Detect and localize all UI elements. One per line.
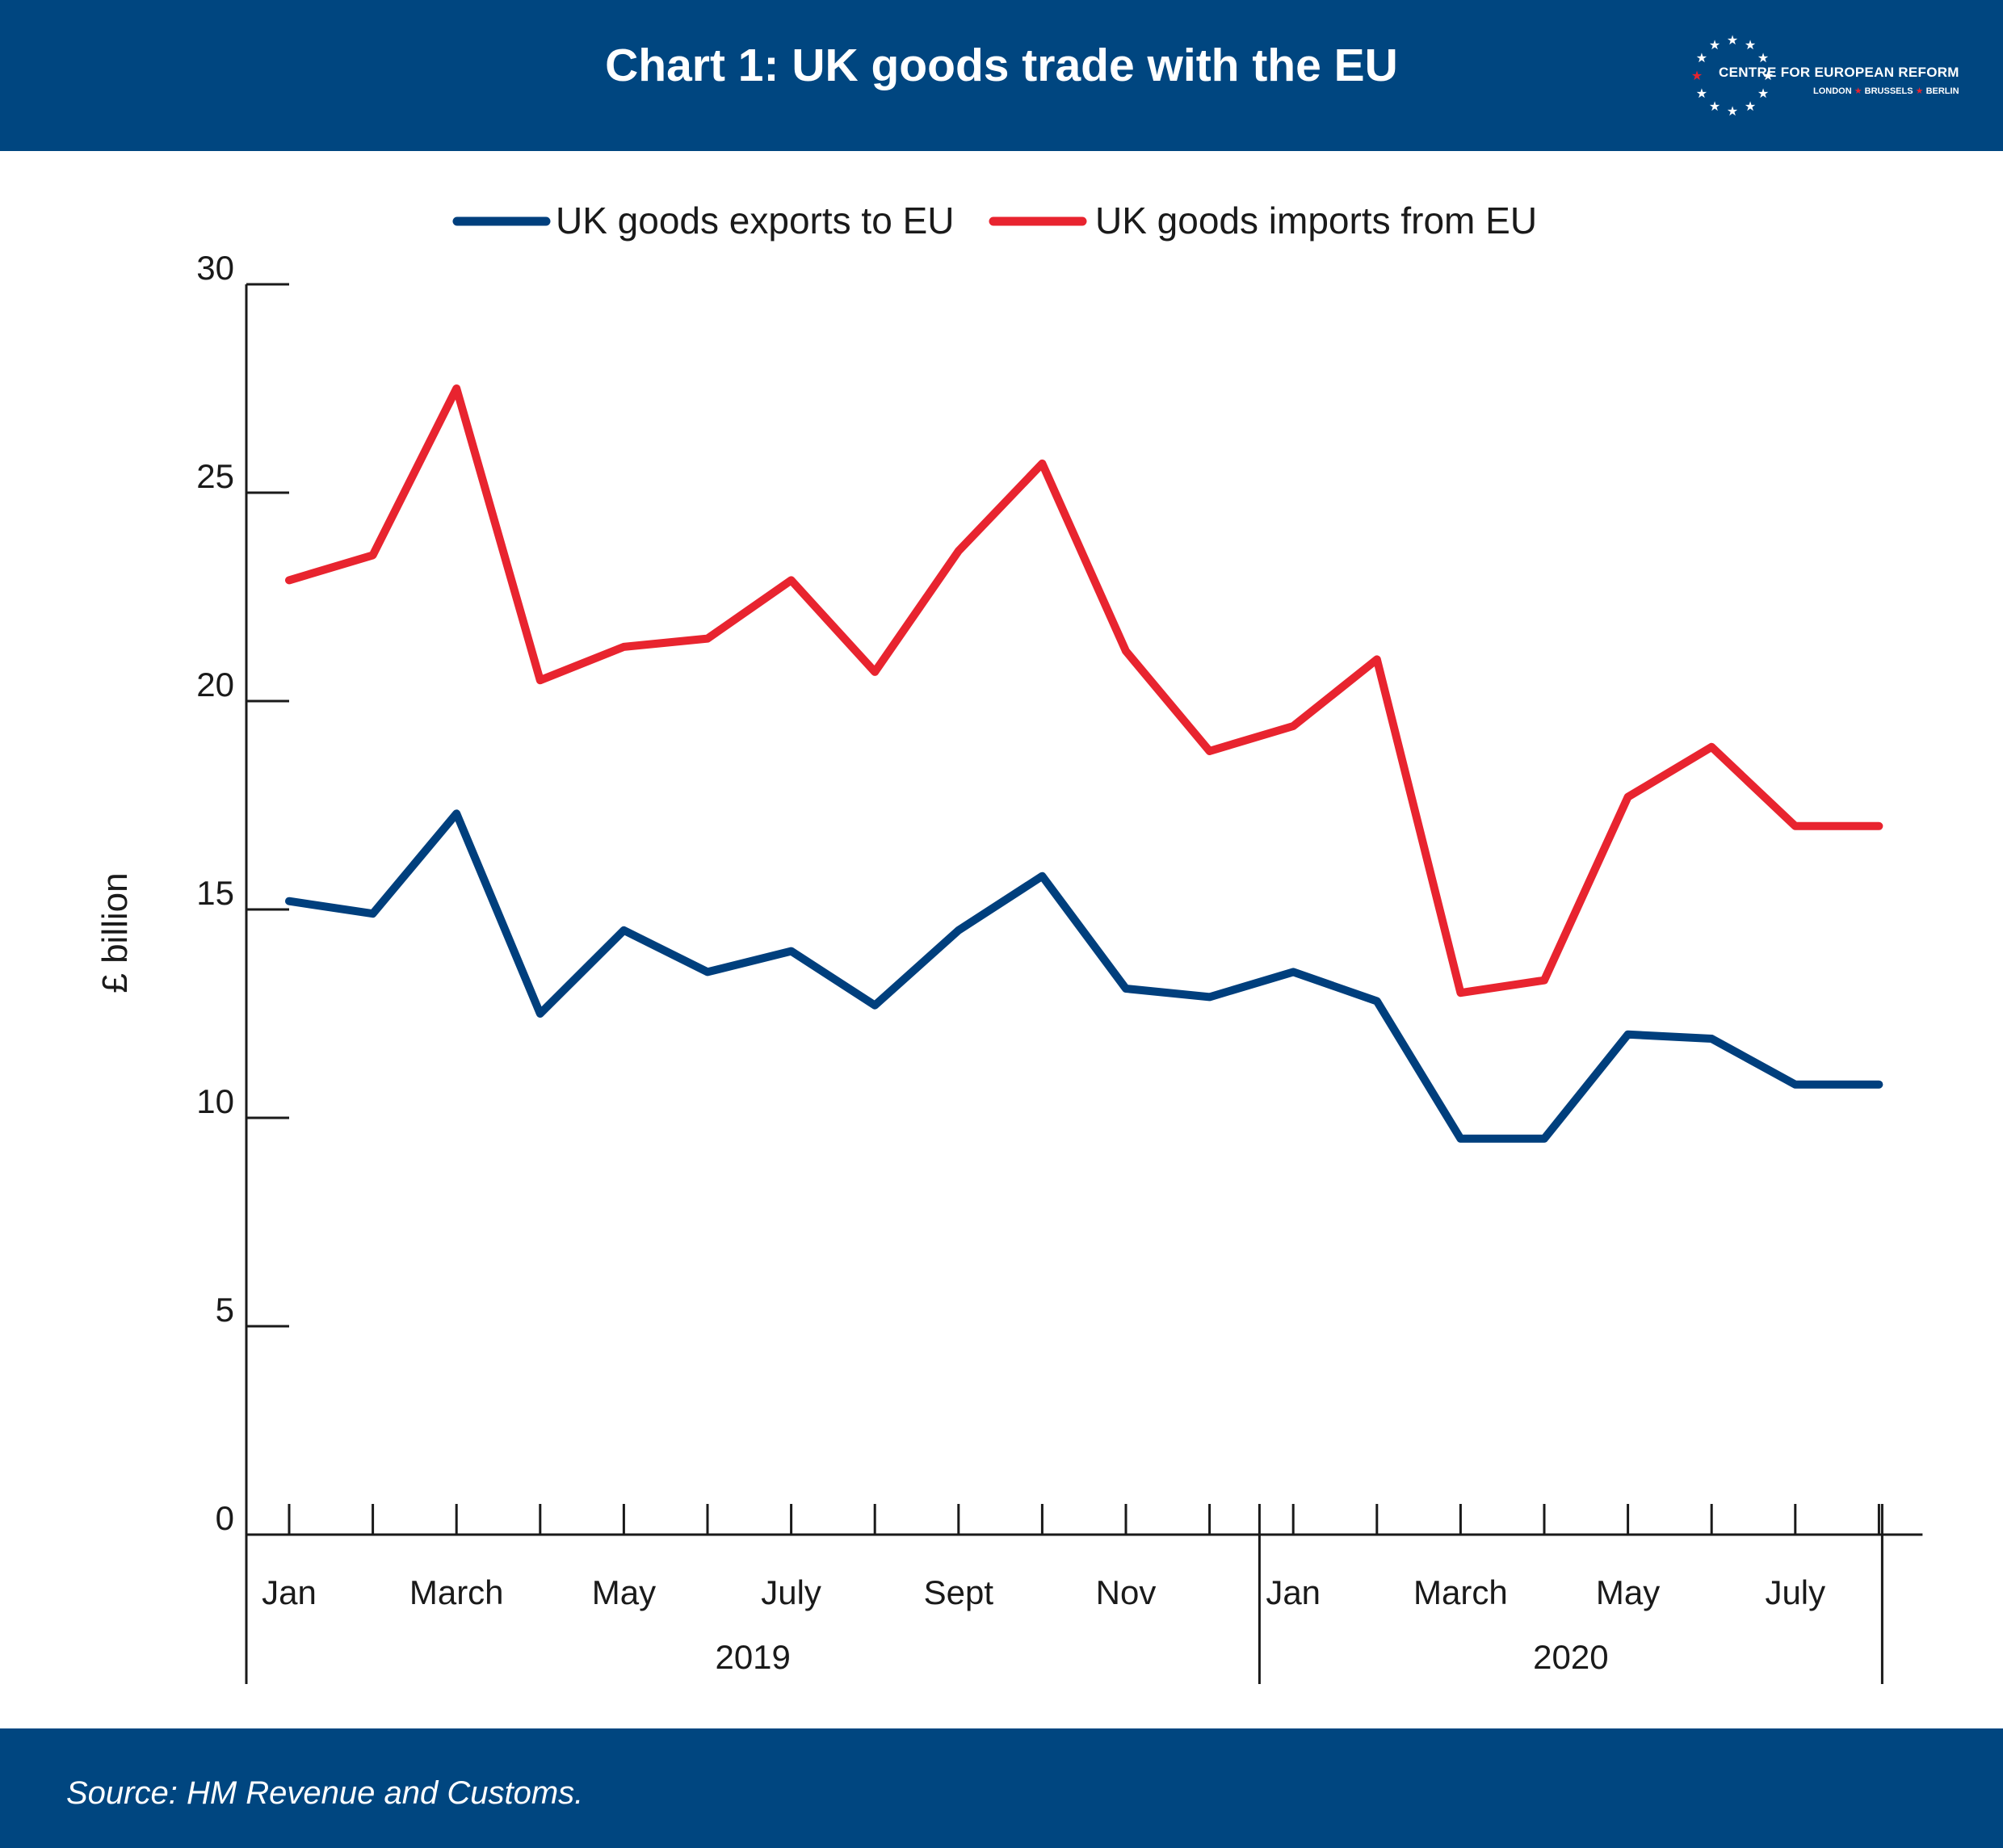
logo-star-icon: ★ [1696, 50, 1707, 65]
series-lines [285, 384, 1883, 1143]
legend: UK goods exports to EU UK goods imports … [452, 200, 1537, 242]
legend-label-exports: UK goods exports to EU [556, 200, 954, 242]
logo-star-icon: ★ [1762, 68, 1774, 83]
x-tick-label: March [409, 1573, 504, 1611]
year-label: 2019 [715, 1638, 790, 1676]
axes: 0 5 10 15 20 25 30 Jan March May July Sept Nov Jan Mar… [196, 249, 1923, 1684]
y-tick-label: 15 [196, 874, 234, 912]
x-tick-label: Sept [924, 1573, 994, 1611]
logo-city-london: LONDON [1813, 86, 1852, 96]
y-tick-label: 10 [196, 1082, 234, 1120]
city-separator-icon: ★ [1915, 86, 1924, 96]
x-tick-label: July [1765, 1573, 1825, 1611]
x-tick-label: Jan [1266, 1573, 1321, 1611]
logo-star-icon: ★ [1757, 50, 1769, 65]
x-tick-label: Nov [1096, 1573, 1157, 1611]
logo-star-icon: ★ [1745, 99, 1756, 114]
y-tick-label: 0 [216, 1499, 234, 1537]
header-bar: Chart 1: UK goods trade with the EU ★ ★ ★ ★… [0, 0, 2003, 151]
logo-star-icon: ★ [1709, 37, 1720, 52]
logo-star-icon: ★ [1696, 86, 1707, 101]
x-tick-label: May [592, 1573, 656, 1611]
x-tick-label: Jan [262, 1573, 317, 1611]
y-tick-label: 20 [196, 666, 234, 704]
logo-star-icon: ★ [1727, 103, 1738, 119]
logo-star-icon: ★ [1757, 86, 1769, 101]
x-tick-label: May [1596, 1573, 1660, 1611]
series-line-imports [285, 384, 1883, 998]
chart-title: Chart 1: UK goods trade with the EU [605, 40, 1398, 91]
logo-star-icon: ★ [1691, 68, 1703, 83]
logo-city-berlin: BERLIN [1925, 86, 1959, 96]
y-tick-label: 25 [196, 457, 234, 495]
x-tick-label: March [1413, 1573, 1508, 1611]
y-axis-label: £ billion [95, 872, 135, 993]
logo-star-icon: ★ [1709, 99, 1720, 114]
cer-logo: ★ ★ ★ ★ ★ ★ ★ ★ ★ ★ ★ ★ CENTRE FOR EUROPEAN REFORM … [1688, 31, 1979, 120]
logo-name: CENTRE FOR EUROPEAN REFORM [1719, 65, 1959, 80]
x-tick-label: July [761, 1573, 821, 1611]
logo-star-icon: ★ [1727, 32, 1738, 48]
source-note: Source: HM Revenue and Customs. [66, 1775, 584, 1811]
logo-city-brussels: BRUSSELS [1864, 86, 1913, 96]
series-line-exports [285, 809, 1883, 1143]
city-separator-icon: ★ [1854, 86, 1862, 96]
y-tick-label: 30 [196, 249, 234, 287]
logo-cities: LONDON ★ BRUSSELS ★ BERLIN [1813, 86, 1959, 96]
legend-label-imports: UK goods imports from EU [1095, 200, 1537, 242]
year-label: 2020 [1533, 1638, 1608, 1676]
logo-star-icon: ★ [1745, 37, 1756, 52]
line-chart: UK goods exports to EU UK goods imports … [95, 200, 1923, 1684]
star-ring-icon: ★ ★★★★★★★★★★★ [1691, 32, 1774, 119]
footer-bar: Source: HM Revenue and Customs. [0, 1728, 2003, 1848]
y-tick-label: 5 [216, 1291, 234, 1329]
